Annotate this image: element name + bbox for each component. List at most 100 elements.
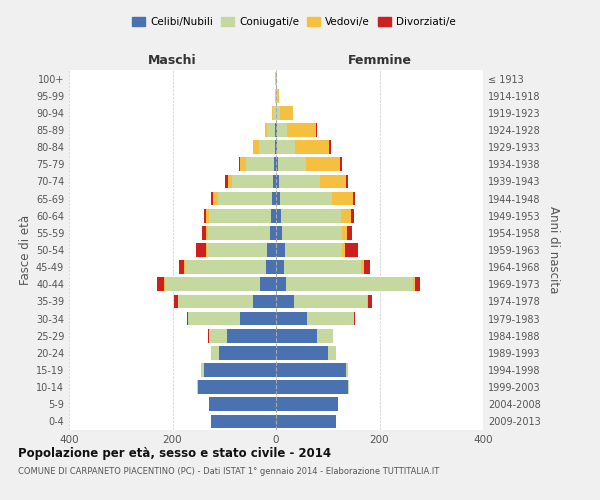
Bar	[276, 363, 349, 377]
Bar	[276, 158, 342, 171]
Bar	[211, 346, 276, 360]
Bar	[276, 243, 286, 257]
Bar	[211, 414, 276, 428]
Bar	[272, 106, 276, 120]
Bar	[157, 278, 276, 291]
Bar	[187, 312, 276, 326]
Bar	[276, 89, 279, 102]
Bar	[178, 294, 276, 308]
Bar	[202, 226, 276, 239]
Bar	[179, 260, 276, 274]
Bar	[276, 398, 338, 411]
Bar	[276, 174, 349, 188]
Bar	[276, 312, 353, 326]
Bar	[276, 260, 361, 274]
Bar	[276, 89, 278, 102]
Bar	[209, 398, 276, 411]
Bar	[260, 278, 276, 291]
Bar	[199, 380, 276, 394]
Bar	[275, 89, 276, 102]
Bar	[276, 380, 349, 394]
Bar	[208, 226, 276, 239]
Bar	[209, 398, 276, 411]
Bar	[276, 414, 335, 428]
Bar	[276, 243, 358, 257]
Bar	[276, 278, 415, 291]
Bar	[276, 192, 353, 205]
Bar	[276, 312, 355, 326]
Bar	[276, 414, 335, 428]
Bar	[266, 243, 276, 257]
Bar	[276, 174, 278, 188]
Bar	[276, 209, 341, 222]
Bar	[276, 209, 353, 222]
Bar	[275, 89, 276, 102]
Legend: Celibi/Nubili, Coniugati/e, Vedovi/e, Divorziati/e: Celibi/Nubili, Coniugati/e, Vedovi/e, Di…	[128, 12, 460, 32]
Bar	[203, 363, 276, 377]
Bar	[276, 346, 335, 360]
Bar	[265, 123, 276, 137]
Text: COMUNE DI CARPANETO PIACENTINO (PC) - Dati ISTAT 1° gennaio 2014 - Elaborazione : COMUNE DI CARPANETO PIACENTINO (PC) - Da…	[18, 468, 439, 476]
Bar	[201, 363, 276, 377]
Bar	[275, 123, 276, 137]
Bar	[239, 158, 276, 171]
Y-axis label: Anni di nascita: Anni di nascita	[547, 206, 560, 294]
Bar	[276, 226, 347, 239]
Bar	[209, 398, 276, 411]
Bar	[270, 226, 276, 239]
Bar	[211, 414, 276, 428]
Bar	[209, 329, 276, 342]
Bar	[218, 192, 276, 205]
Bar	[211, 414, 276, 428]
Bar	[274, 158, 276, 171]
Bar	[211, 346, 276, 360]
Bar	[276, 260, 370, 274]
Bar	[208, 329, 276, 342]
Bar	[178, 294, 276, 308]
Bar	[276, 398, 338, 411]
Bar	[184, 260, 276, 274]
Bar	[276, 192, 355, 205]
Bar	[276, 192, 280, 205]
Bar	[276, 363, 346, 377]
Bar	[207, 243, 276, 257]
Bar	[267, 123, 276, 137]
Text: Popolazione per età, sesso e stato civile - 2014: Popolazione per età, sesso e stato civil…	[18, 448, 331, 460]
Bar	[276, 278, 420, 291]
Bar	[276, 414, 335, 428]
Bar	[211, 192, 276, 205]
Bar	[276, 398, 338, 411]
Bar	[209, 209, 276, 222]
Bar	[276, 243, 342, 257]
Bar	[276, 363, 349, 377]
Bar	[276, 174, 346, 188]
Bar	[276, 278, 286, 291]
Bar	[211, 414, 276, 428]
Bar	[197, 380, 276, 394]
Bar	[276, 329, 333, 342]
Bar	[276, 243, 345, 257]
Bar	[272, 192, 276, 205]
Bar	[276, 123, 316, 137]
Bar	[276, 294, 294, 308]
Bar	[272, 106, 276, 120]
Bar	[201, 363, 276, 377]
Bar	[214, 192, 276, 205]
Bar	[276, 346, 335, 360]
Bar	[211, 346, 276, 360]
Bar	[225, 174, 276, 188]
Bar	[276, 123, 317, 137]
Bar	[209, 398, 276, 411]
Bar	[232, 174, 276, 188]
Bar	[219, 346, 276, 360]
Bar	[276, 346, 328, 360]
Bar	[274, 106, 276, 120]
Text: Maschi: Maschi	[148, 54, 197, 66]
Bar	[276, 380, 349, 394]
Bar	[275, 89, 276, 102]
Bar	[276, 123, 277, 137]
Bar	[276, 329, 317, 342]
Bar	[276, 329, 333, 342]
Bar	[276, 106, 280, 120]
Bar	[276, 329, 333, 342]
